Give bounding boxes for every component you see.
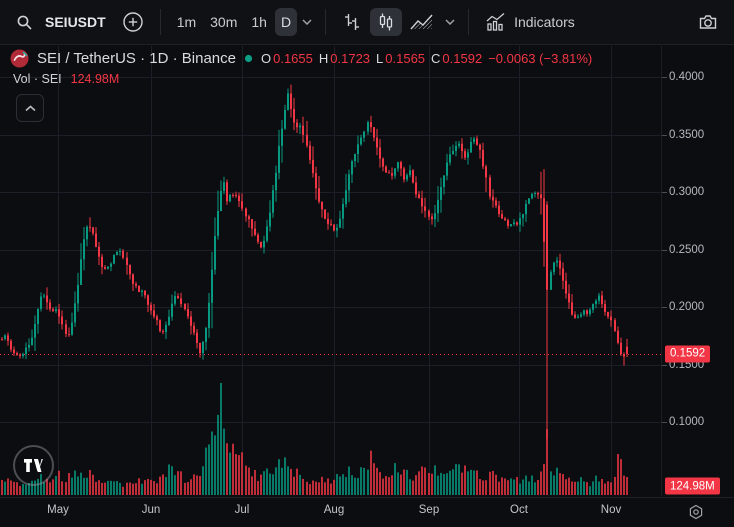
volume-legend: Vol · SEI 124.98M (13, 72, 119, 86)
sei-coin-logo (10, 49, 29, 68)
last-volume-label: 124.98M (665, 477, 720, 495)
volume-label: Vol · SEI (13, 72, 62, 86)
change-value: −0.0063 (−3.81%) (488, 51, 593, 66)
low-label: L (376, 51, 384, 66)
chevron-down-icon (302, 19, 312, 25)
high-label: H (318, 51, 329, 66)
symbol-title[interactable]: SEI / TetherUS · 1D · Binance (37, 50, 236, 67)
price-axis-label: 0.1000 (669, 416, 705, 428)
indicators-label: Indicators (514, 14, 575, 30)
symbol-name[interactable]: SEIUSDT (45, 14, 106, 30)
search-icon (16, 14, 33, 31)
time-axis-month-label: Sep (418, 504, 440, 516)
close-value: 0.1592 (442, 51, 483, 66)
price-axis[interactable]: 0.1592 124.98M 0.4000 0.3500 0.3000 0.2500 0… (661, 46, 734, 496)
collapse-legend-button[interactable] (16, 94, 44, 122)
toolbar-separator (468, 9, 470, 35)
interval-30m-button[interactable]: 30m (204, 8, 243, 36)
candles-chart-type-icon (376, 12, 396, 32)
open-label: O (260, 51, 272, 66)
bar-style-button[interactable] (336, 8, 368, 36)
ohlc-readout: O 0.1655 H 0.1723 L 0.1565 C 0.1592 −0.0063 … (261, 51, 592, 66)
area-chart-type-icon (410, 12, 434, 32)
toolbar-separator (325, 9, 327, 35)
price-axis-tick (662, 307, 667, 308)
axis-settings-button[interactable] (687, 503, 705, 521)
chart-style-dropdown-button[interactable] (442, 8, 458, 36)
grid-layer (0, 46, 661, 495)
bar-chart-type-icon (342, 12, 362, 32)
price-axis-label: 0.3000 (669, 186, 705, 198)
time-axis-month-label: Jun (141, 504, 161, 516)
chevron-down-icon (445, 19, 455, 25)
high-value: 0.1723 (330, 51, 371, 66)
snapshot-button[interactable] (692, 8, 724, 36)
symbol-search-button[interactable] (10, 8, 39, 36)
price-axis-tick (662, 364, 667, 366)
candlestick-chart[interactable] (0, 46, 661, 496)
top-toolbar: SEIUSDT 1m 30m 1h D (0, 0, 734, 45)
candles-layer (1, 84, 628, 440)
price-axis-tick (662, 192, 667, 193)
time-axis-month-label: Aug (323, 504, 345, 516)
camera-icon (698, 13, 718, 31)
interval-1m-button[interactable]: 1m (171, 8, 202, 36)
open-value: 0.1655 (273, 51, 313, 66)
price-axis-tick (662, 134, 667, 136)
interval-1h-button[interactable]: 1h (245, 8, 273, 36)
market-status-dot (244, 54, 253, 63)
interval-dropdown-button[interactable] (299, 8, 315, 36)
add-symbol-plus-icon (122, 11, 144, 33)
time-axis-month-label: Nov (600, 504, 622, 516)
volume-layer (1, 382, 628, 495)
time-axis-month-label: Oct (510, 504, 528, 516)
add-symbol-button[interactable] (116, 8, 150, 36)
low-value: 0.1565 (385, 51, 426, 66)
candles-style-button[interactable] (370, 8, 403, 36)
time-axis[interactable]: May Jun Jul Aug Sep Oct Nov (0, 497, 734, 527)
price-axis-tick (662, 422, 667, 423)
indicators-icon (485, 12, 507, 32)
price-axis-label: 0.2000 (669, 301, 705, 313)
close-label: C (431, 51, 441, 66)
chart-pane[interactable] (0, 46, 661, 496)
price-axis-label: 0.2500 (669, 243, 705, 256)
area-style-button[interactable] (404, 8, 440, 36)
toolbar-separator (159, 9, 161, 35)
volume-value: 124.98M (70, 72, 120, 86)
price-axis-label: 0.4000 (669, 71, 705, 83)
interval-1d-button[interactable]: D (274, 8, 298, 36)
last-price-label: 0.1592 (665, 345, 711, 363)
time-axis-month-label: May (47, 504, 69, 516)
price-axis-label: 0.3500 (669, 128, 705, 141)
price-axis-tick (662, 249, 667, 251)
tradingview-logo[interactable] (13, 445, 54, 486)
time-axis-month-label: Jul (234, 504, 250, 516)
price-axis-tick (662, 77, 667, 78)
chevron-up-icon (24, 104, 36, 112)
indicators-button[interactable]: Indicators (479, 8, 581, 36)
